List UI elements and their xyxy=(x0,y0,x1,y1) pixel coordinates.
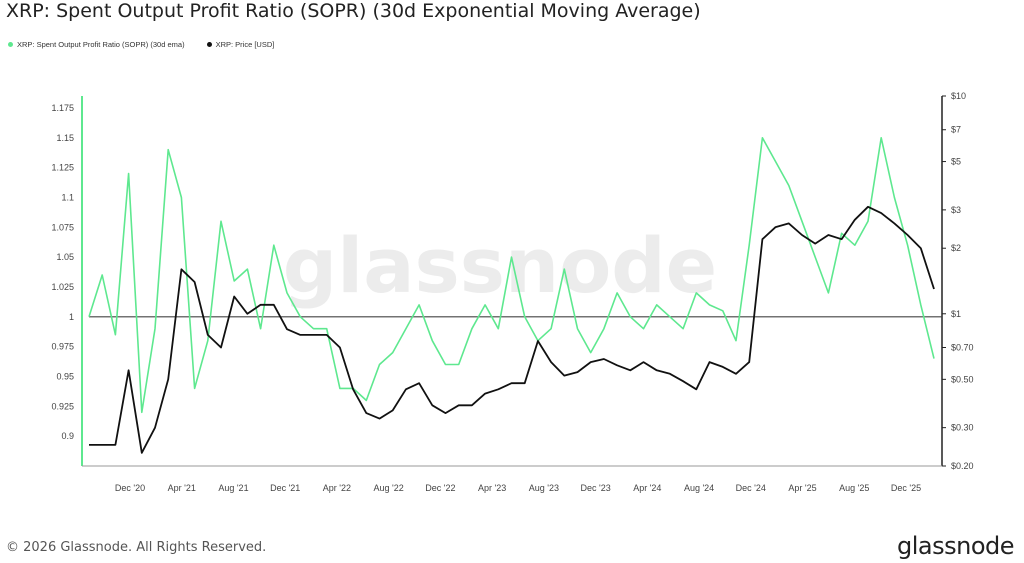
y-right-tick-label: $5 xyxy=(951,157,961,167)
sopr-series-line xyxy=(88,137,935,414)
watermark-text: glassnode xyxy=(283,221,717,310)
y-left-tick-label: 1 xyxy=(69,312,74,322)
x-tick-label: Aug '25 xyxy=(839,483,869,493)
x-tick-label: Aug '22 xyxy=(374,483,404,493)
y-right-tick-label: $3 xyxy=(951,205,961,215)
legend: XRP: Spent Output Profit Ratio (SOPR) (3… xyxy=(8,40,274,49)
x-tick-label: Apr '23 xyxy=(478,483,506,493)
y-right-tick-label: $0.30 xyxy=(951,423,974,433)
x-tick-label: Aug '23 xyxy=(529,483,559,493)
x-tick-label: Aug '21 xyxy=(218,483,248,493)
y-right-tick-label: $10 xyxy=(951,91,966,101)
y-left-tick-label: 1.175 xyxy=(51,103,74,113)
x-tick-label: Dec '23 xyxy=(580,483,610,493)
x-tick-label: Apr '25 xyxy=(788,483,816,493)
y-right-tick-label: $7 xyxy=(951,125,961,135)
x-tick-label: Apr '22 xyxy=(323,483,351,493)
y-right-tick-label: $0.70 xyxy=(951,343,974,353)
y-right-tick-label: $2 xyxy=(951,243,961,253)
y-left-tick-label: 1.125 xyxy=(51,163,74,173)
legend-item-price[interactable]: XRP: Price [USD] xyxy=(206,40,275,49)
y-right-tick-label: $0.20 xyxy=(951,461,974,471)
legend-label-sopr: XRP: Spent Output Profit Ratio (SOPR) (3… xyxy=(17,40,185,49)
legend-marker-price xyxy=(206,42,212,47)
x-tick-label: Dec '25 xyxy=(891,483,921,493)
brand-logo-text: glassnode xyxy=(896,532,1015,560)
x-tick-label: Dec '20 xyxy=(115,483,145,493)
y-right-tick-label: $0.50 xyxy=(951,374,974,384)
chart-title: XRP: Spent Output Profit Ratio (SOPR) (3… xyxy=(6,0,701,22)
y-left-tick-label: 1.1 xyxy=(61,192,74,202)
legend-marker-sopr xyxy=(8,42,13,47)
y-left-tick-label: 0.925 xyxy=(51,401,74,411)
y-left-tick-label: 0.975 xyxy=(51,342,74,352)
x-tick-label: Dec '21 xyxy=(270,483,300,493)
legend-item-sopr[interactable]: XRP: Spent Output Profit Ratio (SOPR) (3… xyxy=(8,40,185,49)
y-right-tick-label: $1 xyxy=(951,309,961,319)
legend-label-price: XRP: Price [USD] xyxy=(215,40,275,49)
x-tick-label: Apr '24 xyxy=(633,483,661,493)
copyright-text: © 2026 Glassnode. All Rights Reserved. xyxy=(6,540,267,555)
y-left-tick-label: 0.95 xyxy=(56,371,74,381)
price-series-line xyxy=(89,205,935,454)
y-left-tick-label: 1.05 xyxy=(56,252,74,262)
y-left-tick-label: 0.9 xyxy=(61,431,74,441)
y-left-tick-label: 1.075 xyxy=(51,222,74,232)
y-left-tick-label: 1.15 xyxy=(56,133,74,143)
x-tick-label: Apr '21 xyxy=(168,483,196,493)
y-left-tick-label: 1.025 xyxy=(51,282,74,292)
x-tick-label: Dec '24 xyxy=(736,483,766,493)
x-tick-label: Dec '22 xyxy=(425,483,455,493)
x-tick-label: Aug '24 xyxy=(684,483,714,493)
